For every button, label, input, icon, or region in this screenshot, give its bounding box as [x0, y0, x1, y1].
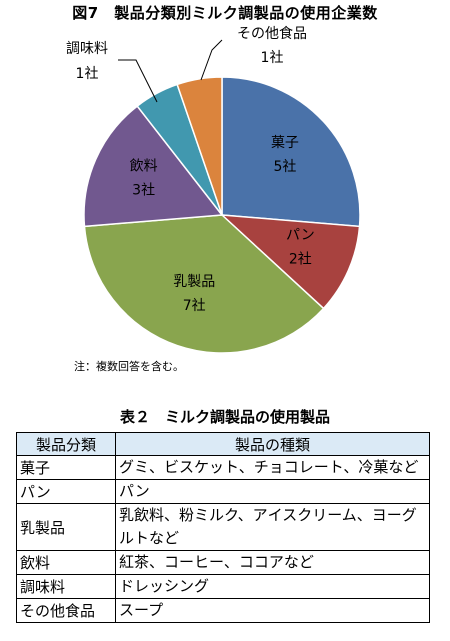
products-table: 製品分類 製品の種類 菓子 グミ、ビスケット、チョコレート、冷菓など パン パン… [16, 432, 430, 623]
pie-slice-2 [83, 214, 325, 354]
pie-slice-5 [176, 76, 223, 216]
row-products: 乳飲料、粉ミルク、アイスクリーム、ヨーグルトなど [115, 503, 430, 551]
table-row: 飲料 紅茶、コーヒー、ココアなど [16, 550, 430, 575]
header-product-types: 製品の種類 [115, 432, 430, 456]
slice-name-label: 調味料 [66, 41, 108, 57]
table-row: 菓子 グミ、ビスケット、チョコレート、冷菓など [16, 455, 430, 480]
row-products: スープ [115, 598, 430, 623]
slice-value-label: 1社 [76, 66, 99, 82]
row-category: 菓子 [16, 455, 116, 480]
row-category: 調味料 [16, 574, 116, 599]
slice-value-label: 1社 [261, 50, 284, 66]
row-category: 乳製品 [16, 503, 116, 551]
table-row: その他食品 スープ [16, 598, 430, 623]
row-products: 紅茶、コーヒー、ココアなど [115, 550, 430, 575]
figure-note: 注：複数回答を含む。 [74, 360, 184, 373]
pie-slice-3 [83, 105, 224, 228]
slice-value-label: 2社 [289, 251, 312, 267]
leader-line-4 [118, 59, 158, 103]
figure-title: 図7 製品分類別ミルク調製品の使用企業数 [72, 4, 378, 22]
table-row: パン パン [16, 479, 430, 504]
row-category: その他食品 [16, 598, 116, 623]
table-row: 乳製品 乳飲料、粉ミルク、アイスクリーム、ヨーグルトなど [16, 503, 430, 551]
slice-name-label: その他食品 [237, 25, 307, 42]
row-category: 飲料 [16, 550, 116, 575]
leader-line-5 [200, 39, 223, 81]
table-header-row: 製品分類 製品の種類 [16, 432, 430, 456]
row-category: パン [16, 479, 116, 504]
slice-name-label: 菓子 [271, 135, 299, 151]
slice-value-label: 7社 [183, 298, 206, 314]
row-products: グミ、ビスケット、チョコレート、冷菓など [115, 455, 430, 480]
table-row: 調味料 ドレッシング [16, 574, 430, 599]
slice-name-label: パン [286, 227, 315, 243]
pie-slice-0 [221, 76, 361, 228]
row-products: パン [115, 479, 430, 504]
pie-slice-1 [219, 214, 361, 310]
slice-value-label: 3社 [132, 183, 155, 199]
table-title: 表２ ミルク調製品の使用製品 [119, 408, 330, 426]
row-products: ドレッシング [115, 574, 430, 599]
header-category: 製品分類 [16, 432, 116, 456]
slice-name-label: 乳製品 [173, 274, 215, 290]
slice-value-label: 5社 [273, 159, 296, 175]
slice-name-label: 飲料 [130, 159, 158, 175]
